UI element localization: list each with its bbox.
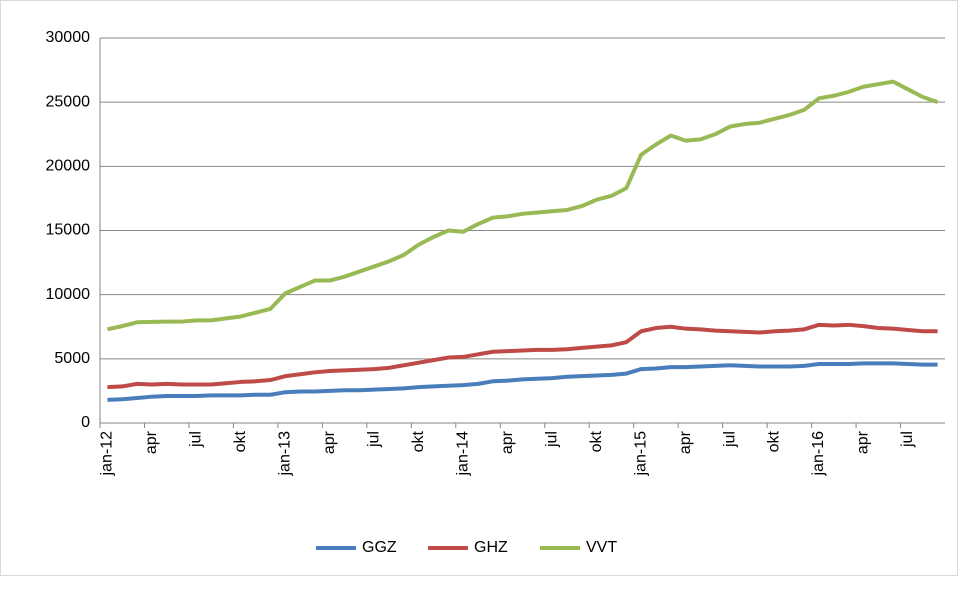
chart-border [0,0,958,576]
y-tick-label: 15000 [46,222,91,239]
x-tick-label: apr [855,430,872,454]
legend-label: VVT [586,539,617,556]
x-tick-label: jan-12 [99,431,116,477]
x-tick-label: jul [721,431,738,448]
x-tick-label: apr [321,430,338,454]
x-tick-label: jan-14 [454,431,471,477]
series-line [106,79,939,332]
x-tick-label: okt [766,430,783,452]
y-tick-label: 10000 [46,286,91,303]
y-tick-label: 5000 [54,350,90,367]
x-tick-label: okt [232,430,249,452]
x-tick-label: jul [899,431,916,448]
y-tick-label: 20000 [46,158,91,175]
y-tick-label: 0 [81,414,90,431]
y-tick-label: 30000 [46,29,91,46]
x-tick-label: okt [410,430,427,452]
x-tick-label: apr [677,430,694,454]
legend-label: GGZ [362,539,397,556]
series-line [107,322,938,390]
x-tick-label: jan-16 [810,431,827,477]
legend-label: GHZ [474,539,508,556]
x-tick-label: jul [188,431,205,448]
series-line [107,361,938,402]
x-tick-label: jul [543,431,560,448]
x-tick-label: jul [365,431,382,448]
x-tick-label: jan-15 [632,431,649,477]
x-tick-label: okt [588,430,605,452]
y-tick-label: 25000 [46,93,91,110]
x-tick-label: jan-13 [277,431,294,477]
x-tick-label: apr [143,430,160,454]
x-tick-label: apr [499,430,516,454]
